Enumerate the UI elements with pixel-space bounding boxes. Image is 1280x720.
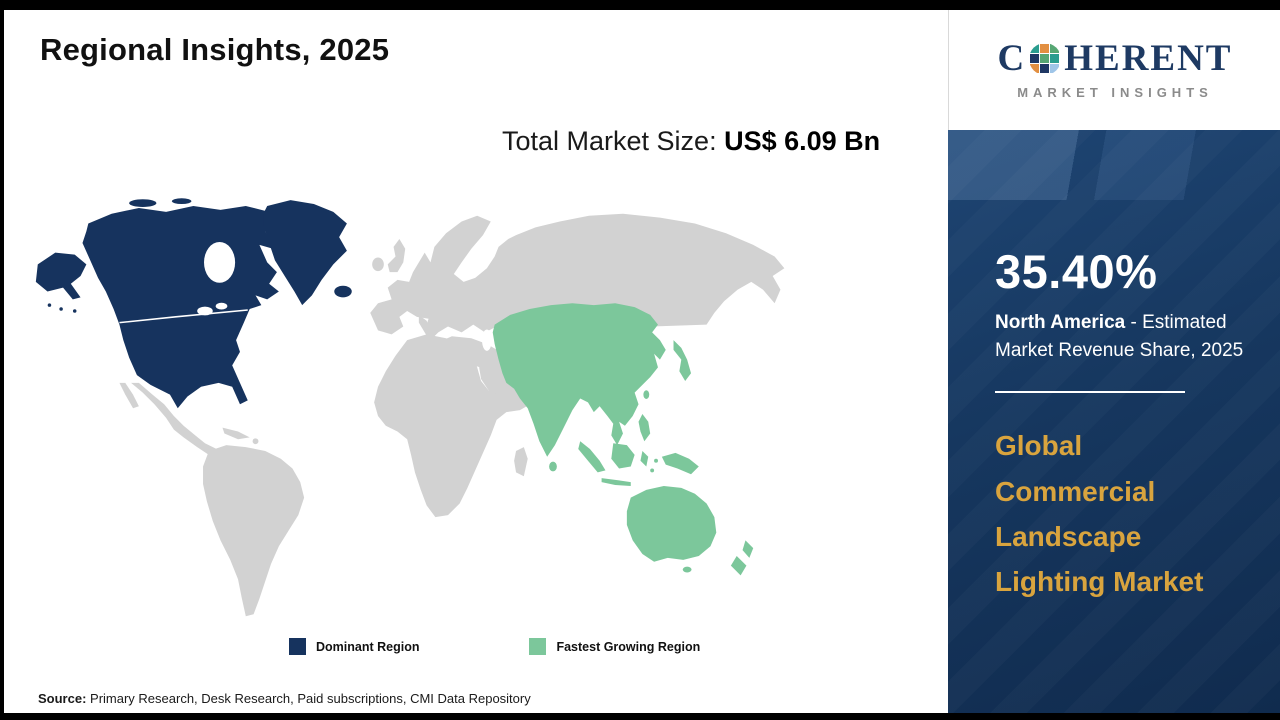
region-rest-of-world	[119, 213, 785, 617]
region-borneo	[611, 443, 635, 469]
bottom-border	[0, 713, 1280, 720]
region-madagascar	[514, 447, 528, 477]
market-size-value: US$ 6.09 Bn	[724, 126, 881, 156]
region-tasmania	[682, 566, 692, 573]
region-asia-mainland	[492, 303, 666, 457]
region-japan	[673, 340, 692, 381]
stat-description-rest: - Estimated Market Revenue Share, 2025	[995, 312, 1244, 362]
stats-panel: 35.40% North America - Estimated Market …	[948, 130, 1280, 713]
hudson-bay	[204, 241, 236, 283]
report-market-name: Global Commercial Landscape Lighting Mar…	[995, 430, 1204, 598]
brand-name-post: HERENT	[1064, 38, 1233, 79]
region-baja	[119, 382, 139, 409]
logo-area: C HERENT MA	[948, 10, 1280, 130]
region-taiwan	[643, 390, 650, 399]
brand-tagline: MARKET INSIGHTS	[1017, 85, 1213, 100]
total-market-size: Total Market Size: US$ 6.09 Bn	[502, 122, 894, 161]
source-text: Primary Research, Desk Research, Paid su…	[86, 691, 531, 706]
region-eurasia	[370, 213, 785, 341]
region-arctic-islands	[129, 199, 157, 207]
fastest-growing-region-label: Fastest Growing Region	[556, 639, 701, 654]
region-south-america	[203, 445, 305, 617]
market-size-label: Total Market Size:	[502, 126, 725, 156]
dominant-region-swatch	[289, 638, 306, 655]
region-arctic-islands	[171, 198, 192, 205]
legend-item-fastest-growing: Fastest Growing Region	[529, 638, 700, 655]
region-new-zealand-south	[730, 555, 747, 576]
region-usa-canada	[82, 206, 285, 409]
region-uk	[387, 239, 406, 273]
region-sulawesi	[640, 450, 649, 467]
region-asia-pacific	[492, 303, 754, 576]
region-philippines	[638, 414, 651, 442]
region-sumatra	[578, 441, 606, 473]
region-italy	[418, 314, 437, 343]
region-alaska	[35, 252, 87, 300]
region-hainan	[627, 403, 634, 410]
dominant-region-label: Dominant Region	[316, 639, 420, 654]
logo-mosaic-o-icon	[1030, 43, 1060, 73]
legend-item-dominant: Dominant Region	[289, 638, 419, 655]
market-share-description: North America - Estimated Market Revenue…	[995, 309, 1257, 365]
left-border	[0, 0, 4, 720]
region-ireland	[372, 257, 384, 272]
world-map-svg	[35, 198, 785, 617]
region-java	[601, 478, 631, 486]
fastest-growing-region-swatch	[529, 638, 547, 655]
region-australia	[626, 485, 717, 562]
page-title: Regional Insights, 2025	[40, 32, 390, 67]
region-moluccas	[654, 458, 658, 463]
region-mexico	[131, 382, 225, 461]
right-panel: C HERENT MA	[948, 0, 1280, 720]
region-aleutians	[72, 309, 77, 313]
region-cuba	[222, 427, 250, 440]
map-legend: Dominant Region Fastest Growing Region	[289, 638, 700, 655]
region-africa	[374, 334, 534, 518]
region-new-guinea	[661, 452, 699, 475]
world-map	[30, 192, 866, 638]
market-share-value: 35.40%	[995, 245, 1158, 298]
brand-logo: C HERENT	[998, 40, 1233, 77]
region-sri-lanka	[549, 461, 557, 472]
region-north-america	[35, 198, 352, 409]
region-hispaniola	[252, 438, 259, 445]
region-greenland	[263, 200, 347, 306]
region-aleutians	[47, 303, 52, 307]
great-lakes	[215, 302, 228, 310]
source-line: Source: Primary Research, Desk Research,…	[38, 691, 531, 706]
brand-name-pre: C	[997, 38, 1027, 79]
region-aleutians	[59, 307, 63, 311]
region-new-zealand-north	[742, 540, 754, 558]
main-content: Regional Insights, 2025 Total Market Siz…	[4, 10, 948, 713]
panel-divider	[995, 391, 1185, 394]
source-label: Source:	[38, 691, 87, 706]
region-moluccas	[650, 468, 655, 473]
stat-region-name: North America	[995, 312, 1126, 333]
us-canada-border	[119, 309, 248, 324]
region-iceland	[334, 285, 352, 298]
caspian-sea	[482, 329, 492, 351]
stats-panel-content: 35.40% North America - Estimated Market …	[948, 130, 1280, 605]
top-border	[0, 0, 1280, 10]
